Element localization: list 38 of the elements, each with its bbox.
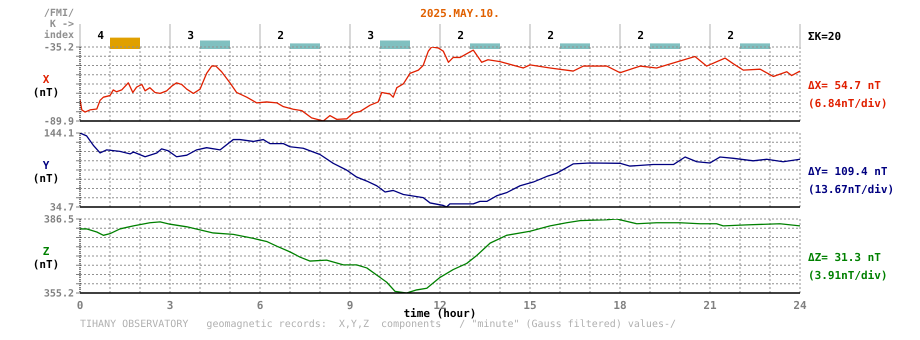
x-tick-label: 15 [523,298,537,312]
text: ΔZ= 31.3 nT [808,251,881,264]
line-series [80,219,800,293]
data-label: 2 [547,29,554,42]
y-axis-title: /FMI/ K -> index [42,8,74,41]
text: (6.84nT/div) [808,97,888,110]
y-tick-label: 144.1 [44,128,74,140]
data-label: 3 [187,29,194,42]
y-axis-title: X (nT) [32,73,60,99]
text: (3.91nT/div) [808,269,888,282]
y-axis-title: Z (nT) [32,245,60,271]
x-tick-label: 3 [166,298,174,312]
y-tick-label: 355.2 [44,288,74,300]
line-series [80,47,800,121]
text: (13.67nT/div) [808,183,894,196]
data-label: 3 [367,29,374,42]
x-tick-label: 0 [76,298,84,312]
text: ΔY= 109.4 nT [808,165,888,178]
y-tick-label: 386.5 [44,214,74,226]
data-label: 4 [97,29,104,42]
y-tick-label: 34.7 [50,202,74,214]
text: TIHANY OBSERVATORY geomagnetic records: X,Y,Z components / "minute" (Gauss filtered) values-/ [80,319,676,330]
data-label: 2 [637,29,644,42]
data-label: 2 [277,29,284,42]
line-series [80,133,800,207]
x-tick-label: 9 [346,298,354,312]
data-label: 2 [457,29,464,42]
x-tick-label: 6 [256,298,264,312]
text: ΣK=20 [808,30,842,43]
x-tick-label: 18 [613,298,627,312]
x-tick-label: 24 [793,298,807,312]
data-label: 2 [727,29,734,42]
y-tick-label: -35.2 [44,42,74,54]
y-tick-label: -89.9 [44,116,74,128]
chart-title: 2025.MAY.10. [420,7,500,20]
x-tick-label: 21 [703,298,717,312]
text: ΔX= 54.7 nT [808,79,881,92]
y-axis-title: Y (nT) [32,159,60,185]
